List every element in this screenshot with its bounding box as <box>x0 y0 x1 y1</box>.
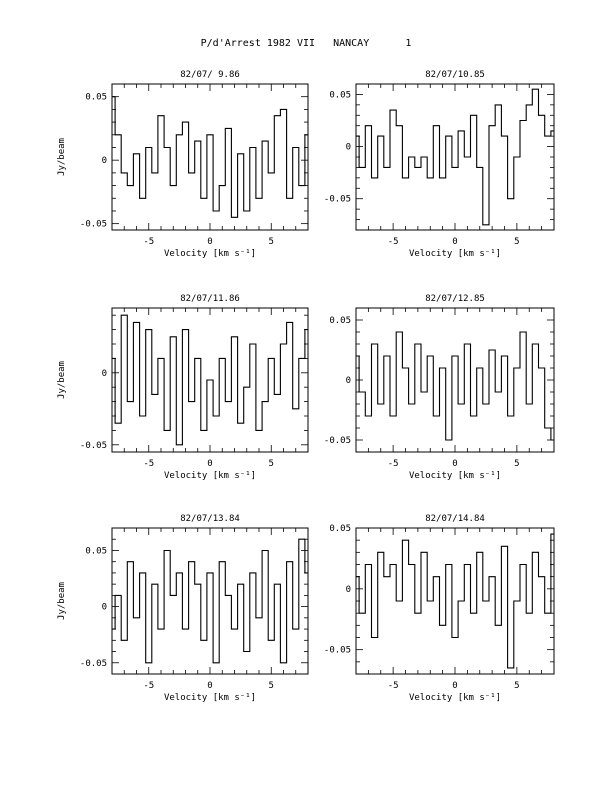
y-tick-label: -0.05 <box>324 646 351 656</box>
plot-frame <box>355 527 555 675</box>
panel-title: 82/07/10.85 <box>425 70 485 80</box>
y-tick-label: 0.05 <box>329 524 351 534</box>
y-tick-label: 0.05 <box>85 546 107 556</box>
panel-title: 82/07/12.85 <box>425 294 485 304</box>
y-axis-label: Jy/beam <box>57 582 67 620</box>
panel-5: 82/07/13.84 -5 0 5 0.05 0 -0.05 Velocity [km s⁻… <box>57 514 309 703</box>
y-axis-label: Jy/beam <box>57 361 67 399</box>
y-tick-label: 0 <box>102 156 107 166</box>
panel-title: 82/07/14.84 <box>425 514 485 524</box>
panel-3: 82/07/11.86 -5 0 5 0 -0.05 Velocity [km s⁻¹] Jy… <box>57 294 309 481</box>
y-tick-label: 0.05 <box>85 93 107 103</box>
x-tick-label: 0 <box>207 459 212 469</box>
y-tick-label: 0 <box>346 143 351 153</box>
x-tick-label: -5 <box>143 237 154 247</box>
y-tick-label: -0.05 <box>80 659 107 669</box>
x-tick-label: 0 <box>207 237 212 247</box>
spectrum-line <box>112 96 308 218</box>
y-tick-label: 0 <box>346 585 351 595</box>
x-axis-label: Velocity [km s⁻¹] <box>164 471 256 481</box>
page-title: P/d'Arrest 1982 VII NANCAY 1 <box>200 38 412 49</box>
panel-4: 82/07/12.85 -5 0 5 0.05 0 -0.05 Velocity [km s⁻… <box>324 294 555 481</box>
y-tick-label: -0.05 <box>80 441 107 451</box>
x-tick-label: 5 <box>514 459 519 469</box>
plot-frame <box>111 527 309 675</box>
spectrum-line <box>356 88 554 226</box>
x-tick-label: 0 <box>452 459 457 469</box>
x-tick-label: 5 <box>269 681 274 691</box>
x-axis-label: Velocity [km s⁻¹] <box>409 693 501 703</box>
x-tick-label: 5 <box>269 237 274 247</box>
panel-title: 82/07/13.84 <box>180 514 240 524</box>
y-tick-label: -0.05 <box>324 436 351 446</box>
x-axis-label: Velocity [km s⁻¹] <box>164 693 256 703</box>
panel-2: 82/07/10.85 -5 0 5 0.05 0 -0.05 Velocity [km s⁻… <box>324 70 555 259</box>
panel-6: 82/07/14.84 -5 0 5 0.05 0 -0.05 Velocity [km s⁻… <box>324 514 555 703</box>
x-tick-label: -5 <box>388 237 399 247</box>
plot-frame <box>355 83 555 231</box>
x-tick-label: -5 <box>143 459 154 469</box>
x-tick-label: 0 <box>452 237 457 247</box>
y-tick-label: 0.05 <box>329 316 351 326</box>
panel-title: 82/07/11.86 <box>180 294 240 304</box>
x-tick-label: 5 <box>514 237 519 247</box>
spectrum-line <box>112 314 308 446</box>
y-tick-label: -0.05 <box>80 220 107 230</box>
panel-1: 82/07/ 9.86 -5 0 5 0.05 0 -0.05 Velocity [km s⁻… <box>57 70 309 259</box>
spectrum-line <box>112 538 308 664</box>
panel-title: 82/07/ 9.86 <box>180 70 240 80</box>
x-tick-label: 5 <box>269 459 274 469</box>
x-tick-label: 5 <box>514 681 519 691</box>
plot-frame <box>355 307 555 453</box>
x-axis-label: Velocity [km s⁻¹] <box>409 249 501 259</box>
x-tick-label: -5 <box>388 681 399 691</box>
x-tick-label: 0 <box>207 681 212 691</box>
x-tick-label: -5 <box>388 459 399 469</box>
y-axis-label: Jy/beam <box>57 138 67 176</box>
x-tick-label: -5 <box>143 681 154 691</box>
y-tick-label: -0.05 <box>324 195 351 205</box>
x-axis-label: Velocity [km s⁻¹] <box>164 249 256 259</box>
x-axis-label: Velocity [km s⁻¹] <box>409 471 501 481</box>
y-tick-label: 0 <box>346 376 351 386</box>
spectrum-line <box>356 331 554 441</box>
plot-frame <box>111 83 309 231</box>
y-tick-label: 0.05 <box>329 90 351 100</box>
y-tick-label: 0 <box>102 369 107 379</box>
spectrum-line <box>356 533 554 669</box>
x-tick-label: 0 <box>452 681 457 691</box>
y-tick-label: 0 <box>102 603 107 613</box>
